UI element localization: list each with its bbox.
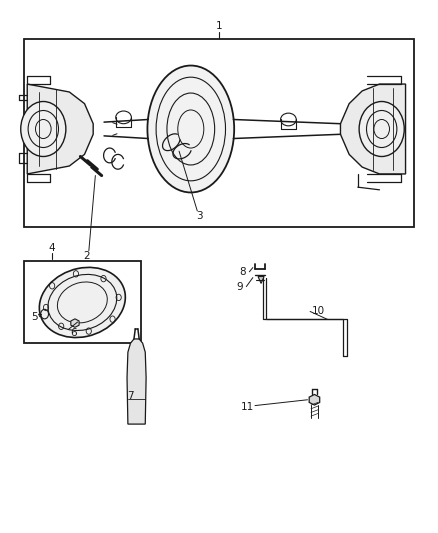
Circle shape <box>21 101 66 157</box>
Circle shape <box>359 101 404 157</box>
Bar <box>24 39 414 227</box>
Ellipse shape <box>281 113 296 126</box>
Text: 3: 3 <box>196 211 203 221</box>
Polygon shape <box>340 84 406 174</box>
Polygon shape <box>71 319 79 327</box>
Text: 8: 8 <box>240 267 246 277</box>
Ellipse shape <box>148 66 234 192</box>
Text: 9: 9 <box>237 281 243 292</box>
Polygon shape <box>27 84 93 174</box>
Ellipse shape <box>39 268 125 337</box>
Text: 7: 7 <box>127 391 134 401</box>
Text: 5: 5 <box>31 312 38 322</box>
Text: 10: 10 <box>312 306 325 317</box>
Text: 2: 2 <box>83 251 90 261</box>
Text: 4: 4 <box>49 243 55 253</box>
Polygon shape <box>127 339 146 424</box>
Polygon shape <box>309 394 320 405</box>
Bar <box>24 261 141 343</box>
Text: 1: 1 <box>215 21 223 31</box>
Polygon shape <box>258 277 264 284</box>
Text: 11: 11 <box>240 402 254 411</box>
Text: 6: 6 <box>71 328 77 337</box>
Ellipse shape <box>116 111 131 124</box>
